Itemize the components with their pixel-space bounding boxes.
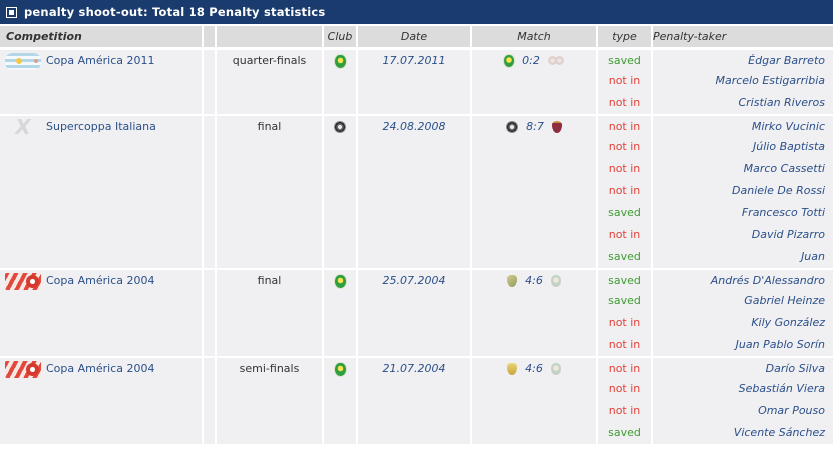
penalty-type: not in (598, 92, 653, 114)
inter-club-badge[interactable] (334, 121, 346, 133)
penalty-type: saved (598, 422, 653, 444)
table-header-row: Competition Club Date Match type Penalty… (0, 26, 833, 47)
penalty-type: saved (598, 270, 653, 292)
header-spacer (204, 26, 217, 47)
home-club-badge[interactable] (504, 55, 515, 67)
table-row: not in Daniele De Rossi (0, 180, 833, 202)
home-club-badge[interactable] (507, 275, 518, 287)
window-icon (6, 6, 17, 18)
table-row: X Supercoppa Italiana final 24.08.2008 8… (0, 114, 833, 139)
table-row: not in Marcelo Estigarribia (0, 70, 833, 92)
cbf-club-badge[interactable] (334, 54, 346, 68)
penalty-type: saved (598, 50, 653, 72)
penalty-taker-link[interactable]: Marco Cassetti (653, 158, 833, 180)
penalty-type: not in (598, 334, 653, 356)
header-competition: Competition (0, 26, 204, 47)
match-score-link[interactable]: 4:6 (525, 274, 543, 287)
penalty-type: not in (598, 158, 653, 180)
header-penalty-taker: Penalty-taker (653, 26, 833, 47)
away-club-badge[interactable] (550, 363, 561, 375)
penalty-type: not in (598, 312, 653, 334)
table-row: not in Marco Cassetti (0, 158, 833, 180)
penalty-type: saved (598, 290, 653, 312)
penalty-taker-link[interactable]: Édgar Barreto (653, 50, 833, 72)
match-date-link[interactable]: 17.07.2011 (358, 50, 472, 72)
table-row: not in Sebastián Viera (0, 378, 833, 400)
table-row: saved Francesco Totti (0, 202, 833, 224)
match-date-link[interactable]: 25.07.2004 (358, 270, 472, 292)
header-club: Club (324, 26, 358, 47)
penalty-type: saved (598, 246, 653, 268)
penalty-type: not in (598, 116, 653, 138)
copa-america-2004-logo (5, 360, 41, 378)
table-row: not in Juan Pablo Sorín (0, 334, 833, 356)
stage-label: semi-finals (217, 358, 324, 380)
table-row: saved Vicente Sánchez (0, 422, 833, 444)
penalty-taker-link[interactable]: Gabriel Heinze (653, 290, 833, 312)
cbf-club-badge[interactable] (334, 362, 346, 376)
table-row: not in Júlio Baptista (0, 136, 833, 158)
competition-link[interactable]: Supercoppa Italiana (46, 120, 156, 133)
penalty-taker-link[interactable]: Júlio Baptista (653, 136, 833, 158)
away-club-badge[interactable] (550, 275, 561, 287)
penalty-taker-link[interactable]: Vicente Sánchez (653, 422, 833, 444)
copa-america-2011-logo (5, 52, 41, 70)
table-row: not in David Pizarro (0, 224, 833, 246)
match-date-link[interactable]: 24.08.2008 (358, 116, 472, 138)
home-club-badge[interactable] (507, 363, 518, 375)
table-row: Copa América 2004 final 25.07.2004 4:6 s… (0, 268, 833, 292)
match-date-link[interactable]: 21.07.2004 (358, 358, 472, 380)
penalty-taker-link[interactable]: Sebastián Viera (653, 378, 833, 400)
penalty-type: not in (598, 400, 653, 422)
header-type: type (598, 26, 653, 47)
copa-america-2004-logo (5, 272, 41, 290)
competition-link[interactable]: Copa América 2011 (46, 54, 155, 67)
penalty-type: not in (598, 180, 653, 202)
table-row: saved Gabriel Heinze (0, 290, 833, 312)
panel-title-bar: penalty shoot-out: Total 18 Penalty stat… (0, 0, 833, 24)
penalty-taker-link[interactable]: Omar Pouso (653, 400, 833, 422)
home-club-badge[interactable] (506, 121, 519, 133)
table-row: saved Juan (0, 246, 833, 268)
penalty-taker-link[interactable]: Daniele De Rossi (653, 180, 833, 202)
away-club-badge[interactable] (551, 121, 562, 133)
header-date: Date (358, 26, 472, 47)
penalty-taker-link[interactable]: Juan (653, 246, 833, 268)
table-row: not in Cristian Riveros (0, 92, 833, 114)
penalty-type: not in (598, 224, 653, 246)
penalty-taker-link[interactable]: Marcelo Estigarribia (653, 70, 833, 92)
penalty-taker-link[interactable]: Andrés D'Alessandro (653, 270, 833, 292)
penalty-type: not in (598, 378, 653, 400)
away-club-badge[interactable] (547, 56, 564, 66)
cbf-club-badge[interactable] (334, 274, 346, 288)
competition-link[interactable]: Copa América 2004 (46, 362, 155, 375)
table-row: not in Kily González (0, 312, 833, 334)
penalty-taker-link[interactable]: Cristian Riveros (653, 92, 833, 114)
match-score-link[interactable]: 4:6 (525, 362, 543, 375)
penalty-type: not in (598, 136, 653, 158)
penalty-taker-link[interactable]: Mirko Vucinic (653, 116, 833, 138)
supercoppa-italiana-logo: X (15, 114, 31, 139)
panel-title: penalty shoot-out: Total 18 Penalty stat… (24, 5, 326, 19)
stage-label: final (217, 116, 324, 138)
stage-label: final (217, 270, 324, 292)
penalty-taker-link[interactable]: Juan Pablo Sorín (653, 334, 833, 356)
stage-label: quarter-finals (217, 50, 324, 72)
penalty-type: not in (598, 70, 653, 92)
match-score-link[interactable]: 8:7 (526, 120, 544, 133)
penalty-type: saved (598, 202, 653, 224)
penalty-taker-link[interactable]: David Pizarro (653, 224, 833, 246)
penalty-type: not in (598, 358, 653, 380)
header-match: Match (472, 26, 598, 47)
header-stage (217, 26, 324, 47)
competition-link[interactable]: Copa América 2004 (46, 274, 155, 287)
penalty-taker-link[interactable]: Kily González (653, 312, 833, 334)
match-score-link[interactable]: 0:2 (522, 54, 540, 67)
penalty-taker-link[interactable]: Francesco Totti (653, 202, 833, 224)
penalty-taker-link[interactable]: Darío Silva (653, 358, 833, 380)
table-row: Copa América 2011 quarter-finals 17.07.2… (0, 48, 833, 72)
table-row: Copa América 2004 semi-finals 21.07.2004… (0, 356, 833, 380)
table-row: not in Omar Pouso (0, 400, 833, 422)
